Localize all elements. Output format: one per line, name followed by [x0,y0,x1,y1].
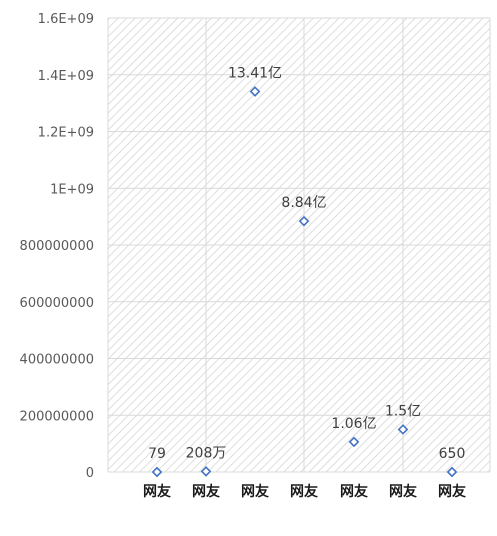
data-point-label: 1.5亿 [385,403,421,419]
data-point-label: 650 [439,446,466,462]
y-tick-label: 200000000 [20,409,94,424]
data-point-label: 208万 [186,445,227,461]
data-point-marker [200,466,212,477]
data-point-label: 13.41亿 [228,65,282,81]
data-point-label: 1.06亿 [331,416,376,432]
y-tick-label: 600000000 [20,296,94,311]
x-category-label: 网友 [290,483,318,500]
y-tick-label: 1.2E+09 [38,126,94,141]
y-tick-label: 400000000 [20,353,94,368]
y-tick-label: 1.4E+09 [38,69,94,84]
data-markers [151,86,458,478]
data-point-marker [249,86,261,97]
data-point-marker [151,466,163,478]
data-point-marker [446,466,458,478]
data-point-marker [348,436,360,448]
x-axis-category-labels: 网友 网友 网友 网友 网友 网友 网友 [143,483,466,500]
y-axis-tick-labels: 0 200000000 400000000 600000000 800000000 1E+… [20,12,94,481]
x-category-label: 网友 [389,483,417,500]
data-point-label: 8.84亿 [281,195,326,211]
x-category-label: 网友 [241,483,269,500]
data-point-marker [298,215,310,227]
x-category-label: 网友 [438,483,466,500]
y-tick-label: 0 [86,466,94,481]
gridlines [107,17,491,473]
y-tick-label: 1.6E+09 [38,12,94,27]
data-point-marker [397,424,409,435]
y-tick-label: 1E+09 [50,182,94,197]
x-category-label: 网友 [143,483,171,500]
y-tick-label: 800000000 [20,239,94,254]
data-point-label: 79 [148,446,166,462]
x-category-label: 网友 [340,483,368,500]
x-category-label: 网友 [192,483,220,500]
data-labels: 79 208万 13.41亿 8.84亿 1.06亿 1.5亿 650 [148,65,465,462]
